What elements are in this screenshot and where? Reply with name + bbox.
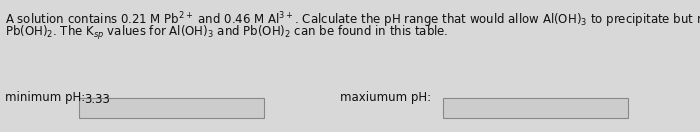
Text: 3.33: 3.33 <box>84 93 110 106</box>
Bar <box>443 98 628 118</box>
Text: minimum pH:: minimum pH: <box>5 91 85 104</box>
Text: Pb(OH)$_2$. The K$_{sp}$ values for Al(OH)$_3$ and Pb(OH)$_2$ can be found in th: Pb(OH)$_2$. The K$_{sp}$ values for Al(O… <box>5 24 449 42</box>
Text: maxiumum pH:: maxiumum pH: <box>340 91 431 104</box>
Bar <box>79 98 264 118</box>
Text: A solution contains 0.21 M Pb$^{2+}$ and 0.46 M Al$^{3+}$. Calculate the pH rang: A solution contains 0.21 M Pb$^{2+}$ and… <box>5 10 700 30</box>
